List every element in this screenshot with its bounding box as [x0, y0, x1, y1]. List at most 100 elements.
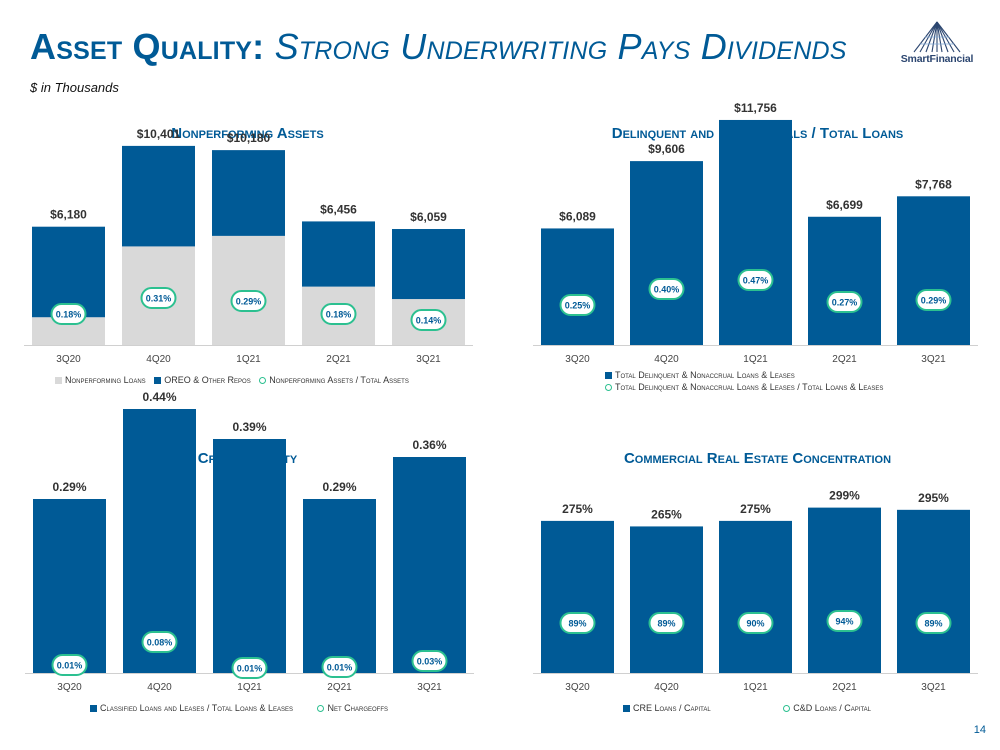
legend-swatch-blue	[154, 377, 162, 385]
bar	[213, 439, 286, 673]
ratio-marker	[826, 291, 863, 313]
bar-value-label: 0.29%	[52, 480, 86, 494]
ratio-label: 90%	[746, 619, 764, 629]
x-tick-label: 3Q21	[417, 682, 442, 693]
bar-value-label: $6,699	[826, 198, 863, 212]
bar	[630, 526, 703, 673]
ratio-label: 0.31%	[146, 294, 172, 304]
ratio-marker	[50, 303, 87, 325]
ratio-label: 0.25%	[565, 301, 591, 311]
bar-value-label: 0.36%	[412, 438, 446, 452]
x-tick-label: 1Q21	[236, 354, 261, 365]
ratio-label: 0.40%	[654, 285, 680, 295]
bar-value-label: 265%	[651, 507, 682, 521]
chart-title-cre: Commercial Real Estate Concentration	[623, 450, 892, 467]
chart-title-npa: Nonperforming Assets	[171, 125, 324, 142]
bar-value-label: 275%	[740, 502, 771, 516]
bar	[808, 507, 881, 673]
ratio-marker	[648, 612, 685, 634]
ratio-marker	[559, 294, 596, 316]
legend-ring-icon	[259, 377, 267, 385]
legend-ring-icon	[605, 384, 612, 392]
x-tick-label: 4Q20	[147, 682, 172, 693]
bar-value-label: $6,089	[559, 209, 596, 223]
bar-value-label: $6,456	[320, 202, 357, 216]
ratio-label: 0.47%	[743, 276, 769, 286]
ratio-label: 0.27%	[832, 298, 858, 308]
x-tick-label: 2Q21	[326, 354, 351, 365]
ratio-marker	[915, 612, 952, 634]
legend-ring-icon	[783, 705, 791, 713]
x-tick-label: 3Q21	[416, 354, 441, 365]
legend-swatch-gray	[55, 377, 62, 385]
bar	[897, 509, 970, 673]
ratio-marker	[410, 309, 447, 331]
legend-item-npa-ratio: Nonperforming Assets / Total Assets	[259, 375, 409, 385]
bar-segment-oreo	[32, 226, 105, 318]
legend-item-chargeoffs: Net Chargeoffs	[317, 703, 388, 713]
bar	[630, 161, 703, 345]
x-tick-label: 1Q21	[743, 354, 768, 365]
x-tick-label: 2Q21	[832, 682, 857, 693]
ratio-marker	[231, 657, 268, 679]
ratio-marker	[411, 650, 448, 672]
x-tick-label: 3Q20	[565, 682, 590, 693]
page-subtitle: $ in Thousands	[30, 80, 119, 95]
x-tick-label: 2Q21	[832, 354, 857, 365]
legend-item-delinquent: Total Delinquent & Nonaccrual Loans & Le…	[605, 369, 883, 381]
ratio-marker	[915, 289, 952, 311]
ratio-marker	[141, 631, 178, 653]
x-tick-label: 1Q21	[237, 682, 262, 693]
legend-item-oreo: OREO & Other Repos	[154, 375, 251, 385]
bar-value-label: $10,180	[227, 131, 271, 145]
bar	[719, 520, 792, 673]
ratio-marker	[826, 610, 863, 632]
bar	[808, 216, 881, 345]
x-tick-label: 3Q20	[565, 354, 590, 365]
ratio-label: 0.18%	[56, 310, 82, 320]
smartfinancial-logo-icon	[913, 21, 961, 53]
legend-item-delinquent-ratio: Total Delinquent & Nonaccrual Loans & Le…	[605, 381, 883, 393]
x-tick-label: 4Q20	[654, 354, 679, 365]
bar	[303, 499, 376, 673]
bar	[897, 196, 970, 345]
bar	[393, 457, 466, 673]
ratio-label: 89%	[924, 619, 942, 629]
ratio-label: 0.08%	[147, 638, 173, 648]
ratio-label: 0.14%	[416, 316, 442, 326]
x-tick-label: 1Q21	[743, 682, 768, 693]
ratio-label: 94%	[835, 617, 853, 627]
ratio-marker	[559, 612, 596, 634]
bar-value-label: 295%	[918, 491, 949, 505]
x-tick-label: 3Q20	[56, 354, 81, 365]
ratio-label: 0.29%	[921, 296, 947, 306]
legend-item-npl: Nonperforming Loans	[55, 375, 146, 385]
legend-swatch-blue	[605, 372, 612, 380]
bar-segment-oreo	[302, 221, 375, 287]
bar-value-label: 275%	[562, 502, 593, 516]
x-tick-label: 2Q21	[327, 682, 352, 693]
legend-item-cre: CRE Loans / Capital	[623, 703, 711, 713]
page-number: 14	[973, 724, 986, 736]
bar	[123, 409, 196, 673]
bar-value-label: 0.44%	[142, 390, 176, 404]
bar-segment-oreo	[212, 150, 285, 236]
bar-value-label: 299%	[829, 489, 860, 503]
ratio-label: 0.29%	[236, 297, 262, 307]
bar	[33, 499, 106, 673]
ratio-label: 89%	[568, 619, 586, 629]
x-tick-label: 3Q20	[57, 682, 82, 693]
x-tick-label: 3Q21	[921, 682, 946, 693]
legend-ring-icon	[317, 705, 325, 713]
bar-value-label: $11,756	[734, 101, 777, 115]
bar-value-label: 0.29%	[322, 480, 356, 494]
x-tick-label: 4Q20	[146, 354, 171, 365]
ratio-label: 0.01%	[327, 663, 353, 673]
ratio-marker	[648, 278, 685, 300]
ratio-label: 0.03%	[417, 657, 443, 667]
ratio-marker	[321, 656, 358, 678]
x-tick-label: 3Q21	[921, 354, 946, 365]
